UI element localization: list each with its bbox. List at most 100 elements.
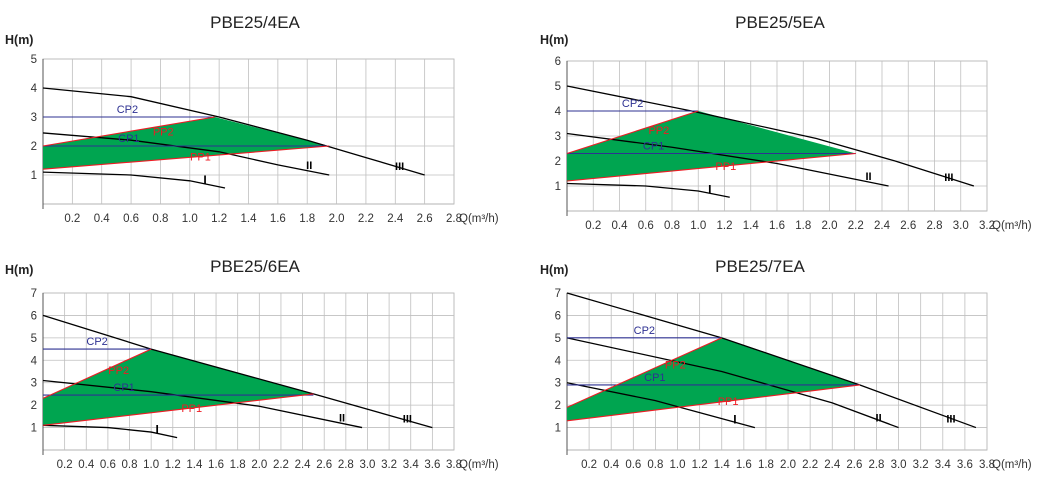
y-tick-label: 7 — [31, 288, 37, 300]
series-label-ii: II — [876, 413, 882, 425]
x-tick-label: 3.6 — [957, 459, 973, 471]
y-tick-label: 1 — [555, 181, 561, 193]
series-label-ii: II — [339, 413, 345, 425]
x-tick-label: 2.4 — [874, 220, 891, 232]
series-label-iii: III — [944, 172, 953, 184]
series-label-cp1: CP1 — [644, 372, 665, 384]
series-label-cp2: CP2 — [117, 104, 138, 116]
x-tick-label: 0.2 — [585, 220, 601, 232]
x-tick-label: 1.6 — [208, 459, 224, 471]
x-tick-label: 0.6 — [625, 459, 641, 471]
x-tick-label: 0.8 — [664, 220, 680, 232]
x-tick-label: 2.4 — [824, 459, 841, 471]
y-tick-label: 4 — [555, 106, 562, 118]
x-tick-label: 3.0 — [953, 220, 969, 232]
y-tick-label: 2 — [31, 400, 37, 412]
series-label-i: I — [155, 423, 158, 437]
x-tick-label: 1.4 — [743, 220, 760, 232]
x-tick-label: 1.0 — [690, 220, 706, 232]
x-tick-label: 3.2 — [979, 220, 995, 232]
x-tick-label: 3.2 — [381, 459, 397, 471]
series-line-pp1 — [42, 393, 314, 426]
y-axis-label: H(m) — [5, 263, 33, 277]
y-tick-label: 3 — [555, 378, 561, 390]
chart-4: 0.2 0.4 0.6 0.8 1.0 1.2 1.4 1.6 1.8 2.0 2.2 2.4 2.6 2… — [540, 257, 1032, 471]
series-label-cp2: CP2 — [622, 98, 643, 110]
x-tick-label: 2.6 — [316, 459, 332, 471]
y-tick-label: 5 — [31, 54, 37, 66]
y-tick-label: 4 — [555, 355, 562, 367]
x-tick-label: 2.6 — [900, 220, 916, 232]
x-tick-label: 0.4 — [612, 220, 629, 232]
x-tick-label: 2.0 — [822, 220, 838, 232]
chart-title: PBE25/4EA — [210, 13, 300, 32]
series-line-iii — [42, 87, 425, 176]
series-label-pp1: PP1 — [190, 151, 211, 163]
x-tick-label: 2.2 — [358, 213, 374, 225]
x-tick-label: 0.4 — [603, 459, 620, 471]
x-tick-label: 0.8 — [152, 213, 168, 225]
x-tick-label: 1.0 — [143, 459, 159, 471]
x-tick-label: 3.6 — [424, 459, 440, 471]
series-label-cp1: CP1 — [643, 141, 664, 153]
series-line-iii — [566, 292, 977, 429]
series-label-pp1: PP1 — [715, 161, 736, 173]
x-tick-label: 2.0 — [780, 459, 796, 471]
x-tick-label: 3.2 — [913, 459, 929, 471]
x-tick-label: 1.0 — [670, 459, 686, 471]
x-tick-label: 2.8 — [927, 220, 943, 232]
series-label-iii: III — [395, 161, 404, 173]
y-tick-label: 4 — [31, 83, 38, 95]
y-axis-label: H(m) — [5, 33, 33, 47]
series-label-iii: III — [403, 414, 412, 426]
y-tick-label: 5 — [555, 81, 561, 93]
x-tick-label: 2.2 — [273, 459, 289, 471]
y-tick-label: 6 — [555, 56, 561, 68]
series-line-ii — [42, 379, 363, 429]
series-line-pp1 — [566, 384, 860, 422]
series-line-i — [42, 171, 226, 189]
x-tick-label: 0.4 — [94, 213, 111, 225]
series-label-pp2: PP2 — [665, 360, 686, 372]
x-tick-label: 1.6 — [769, 220, 785, 232]
series-line-pp1 — [566, 152, 856, 182]
x-tick-label: 0.2 — [57, 459, 73, 471]
y-axis-label: H(m) — [540, 33, 568, 47]
x-tick-label: 1.8 — [299, 213, 315, 225]
x-tick-label: 2.4 — [387, 213, 404, 225]
x-tick-label: 0.4 — [78, 459, 95, 471]
x-tick-label: 1.2 — [717, 220, 733, 232]
x-tick-label: 0.8 — [122, 459, 138, 471]
series-label-iii: III — [946, 414, 955, 426]
x-tick-label: 0.2 — [64, 213, 80, 225]
series-label-cp1: CP1 — [118, 133, 139, 145]
y-tick-label: 1 — [31, 170, 37, 182]
x-tick-label: 3.0 — [891, 459, 907, 471]
series-label-pp1: PP1 — [181, 403, 202, 415]
x-tick-label: 3.8 — [446, 459, 462, 471]
x-tick-label: 2.4 — [295, 459, 312, 471]
x-tick-label: 2.2 — [848, 220, 864, 232]
y-tick-label: 3 — [31, 378, 37, 390]
y-tick-label: 6 — [31, 310, 37, 322]
series-line-pp2 — [566, 337, 722, 408]
operating-region — [567, 111, 856, 181]
series-line-pp2 — [42, 348, 152, 399]
x-axis-label: Q(m³/h) — [992, 459, 1032, 471]
series-label-i: I — [203, 173, 206, 187]
series-label-cp2: CP2 — [86, 336, 107, 348]
x-axis-label: Q(m³/h) — [459, 213, 499, 225]
x-axis-label: Q(m³/h) — [459, 459, 499, 471]
series-label-cp1: CP1 — [113, 382, 134, 394]
y-tick-label: 1 — [555, 423, 561, 435]
series-label-ii: II — [866, 171, 872, 183]
series-line-iii — [42, 314, 433, 429]
series-line-i — [42, 424, 178, 439]
series-label-cp2: CP2 — [634, 325, 655, 337]
chart-3: 0.2 0.4 0.6 0.8 1.0 1.2 1.4 1.6 1.8 2.0 2.2 2.4 2.6 2… — [5, 257, 499, 471]
y-tick-label: 2 — [555, 156, 561, 168]
y-axis-label: H(m) — [540, 263, 568, 277]
x-tick-label: 1.4 — [714, 459, 731, 471]
x-tick-label: 1.8 — [230, 459, 246, 471]
series-line-iii — [566, 85, 975, 187]
